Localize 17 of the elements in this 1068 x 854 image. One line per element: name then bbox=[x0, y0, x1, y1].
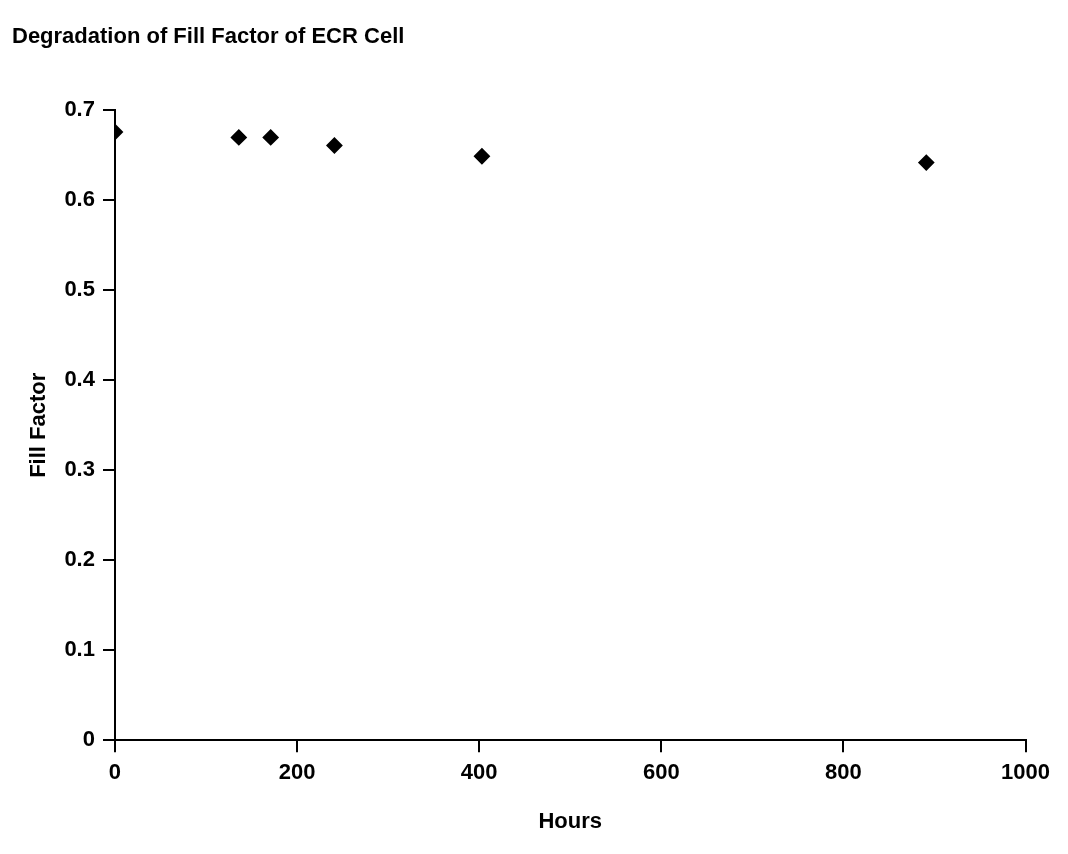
y-tick-label: 0.1 bbox=[64, 636, 95, 662]
x-tick-label: 800 bbox=[825, 759, 862, 785]
y-tick-label: 0.5 bbox=[64, 276, 95, 302]
x-tick-label: 0 bbox=[108, 759, 122, 785]
chart-title: Degradation of Fill Factor of ECR Cell bbox=[12, 23, 405, 49]
y-tick-label: 0.6 bbox=[64, 186, 95, 212]
y-tick-label: 0.3 bbox=[64, 456, 95, 482]
x-tick-label: 400 bbox=[460, 759, 498, 785]
y-axis-title: Fill Factor bbox=[25, 372, 51, 478]
y-tick-label: 0 bbox=[82, 726, 95, 752]
y-tick-label: 0.4 bbox=[64, 366, 96, 392]
y-tick-label: 0.2 bbox=[64, 546, 95, 572]
y-tick-label: 0.7 bbox=[64, 96, 95, 122]
x-tick-label: 1000 bbox=[1001, 759, 1051, 785]
x-tick-label: 600 bbox=[642, 759, 680, 785]
x-axis-title: Hours bbox=[538, 807, 603, 833]
x-tick-label: 200 bbox=[278, 759, 316, 785]
